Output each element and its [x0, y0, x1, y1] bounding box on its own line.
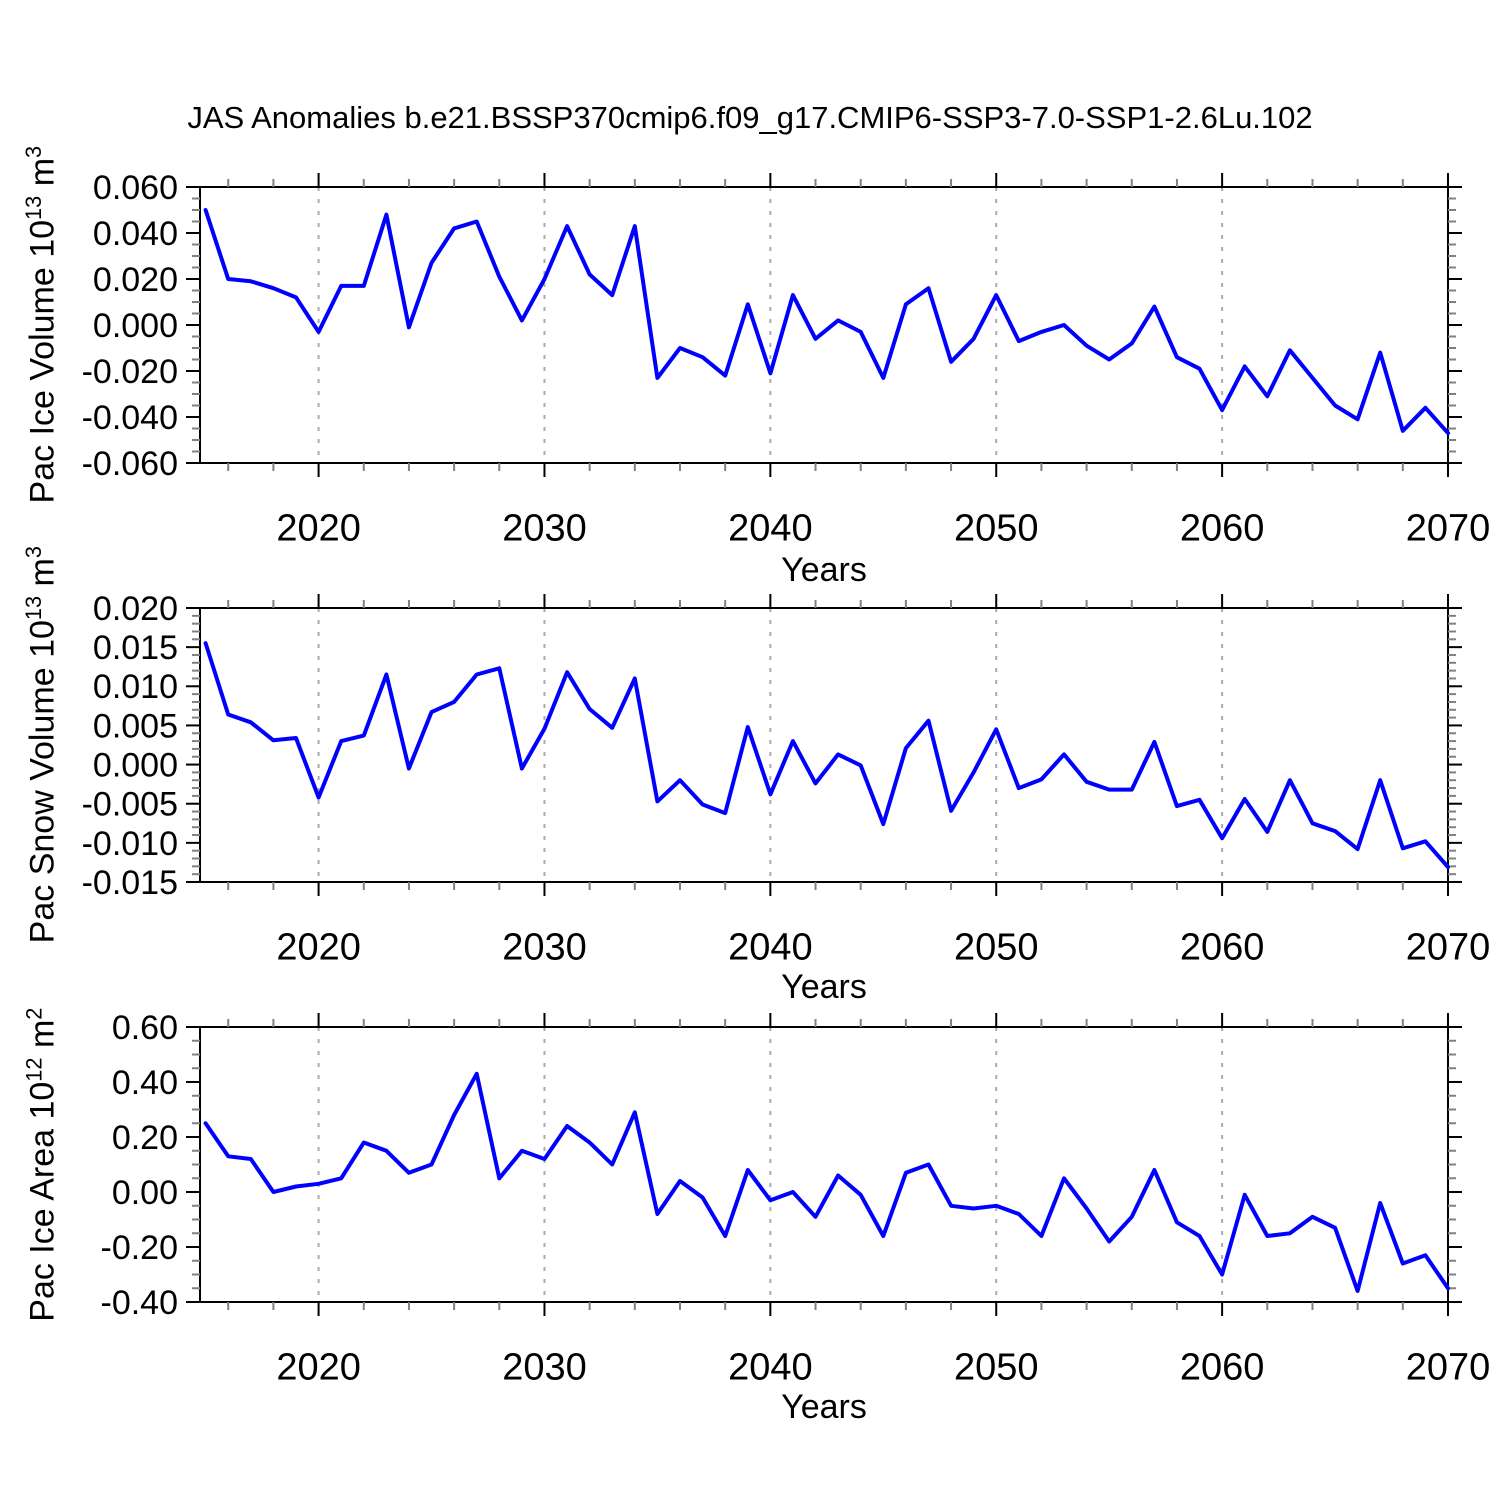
x-tick-label: 2020 — [276, 1346, 361, 1388]
x-tick-label: 2040 — [728, 507, 813, 549]
x-tick-label: 2040 — [728, 926, 813, 968]
chart-title: JAS Anomalies b.e21.BSSP370cmip6.f09_g17… — [187, 100, 1313, 135]
y-tick-label: -0.40 — [101, 1284, 179, 1322]
x-axis-title-panel-2: Years — [781, 968, 867, 1006]
y-tick-label: -0.20 — [101, 1229, 179, 1267]
data-line-pac-ice-volume — [203, 208, 1450, 436]
y-tick-label: 0.060 — [93, 169, 178, 207]
x-tick-label: 2060 — [1180, 926, 1265, 968]
x-tick-label: 2050 — [954, 1346, 1039, 1388]
y-tick-label: 0.010 — [93, 668, 178, 706]
y-tick-label: -0.040 — [82, 399, 178, 437]
y-tick-label: 0.020 — [93, 261, 178, 299]
panel-pac-ice-volume: 2020 2030 2040 2050 2060 2070 0.060 0.040 0.020 0… — [82, 169, 1491, 549]
plot-frame — [199, 1026, 1449, 1303]
y-tick-label: 0.000 — [93, 307, 178, 345]
y-tick-label: 0.20 — [112, 1119, 178, 1157]
x-tick-label: 2050 — [954, 926, 1039, 968]
x-tick-label: 2050 — [954, 507, 1039, 549]
x-axis-title-panel-3: Years — [781, 1388, 867, 1426]
x-tick-label: 2060 — [1180, 1346, 1265, 1388]
x-tick-label: 2030 — [502, 507, 587, 549]
y-tick-label: -0.010 — [82, 825, 178, 863]
y-tick-label: 0.020 — [93, 590, 178, 628]
y-tick-label: -0.005 — [82, 786, 178, 824]
y-tick-label: -0.020 — [82, 353, 178, 391]
x-tick-label: 2070 — [1406, 1346, 1491, 1388]
y-tick-label: 0.40 — [112, 1064, 178, 1102]
y-tick-label: 0.00 — [112, 1174, 178, 1212]
y-tick-label: 0.005 — [93, 707, 178, 745]
x-tick-label: 2070 — [1406, 926, 1491, 968]
y-tick-label: 0.000 — [93, 746, 178, 784]
x-tick-label: 2030 — [502, 1346, 587, 1388]
x-tick-label: 2040 — [728, 1346, 813, 1388]
x-tick-label: 2070 — [1406, 507, 1491, 549]
y-tick-label: 0.015 — [93, 629, 178, 667]
x-tick-label: 2020 — [276, 507, 361, 549]
data-line-pac-ice-area — [203, 1071, 1450, 1293]
x-tick-label: 2030 — [502, 926, 587, 968]
y-tick-label: 0.040 — [93, 215, 178, 253]
x-axis-title-panel-1: Years — [781, 551, 867, 589]
x-tick-label: 2020 — [276, 926, 361, 968]
panel-pac-ice-area: 2020 2030 2040 2050 2060 2070 0.60 0.40 0.20 0.00… — [101, 1009, 1491, 1388]
y-tick-label: -0.015 — [82, 864, 178, 902]
y-tick-label: 0.60 — [112, 1009, 178, 1047]
plot-frame — [199, 607, 1449, 883]
x-tick-label: 2060 — [1180, 507, 1265, 549]
data-line-pac-snow-volume — [203, 641, 1450, 870]
panel-pac-snow-volume: 2020 2030 2040 2050 2060 20700.0200.0150.0100… — [82, 590, 1491, 968]
y-tick-label: -0.060 — [82, 445, 178, 483]
